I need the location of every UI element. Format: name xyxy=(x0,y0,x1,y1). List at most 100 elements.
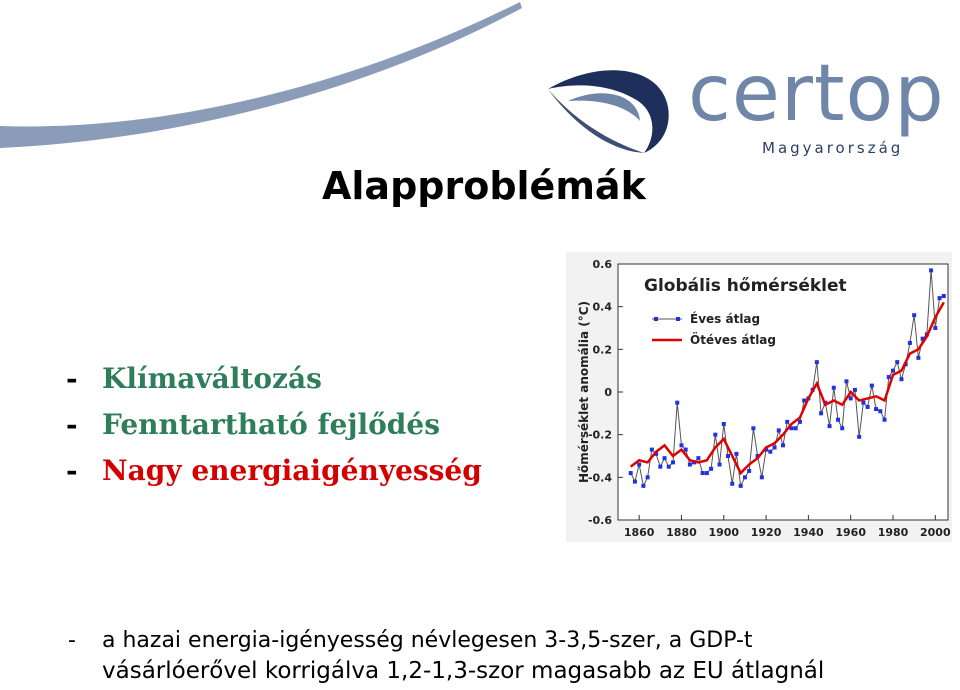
x-tick-label: 1960 xyxy=(835,526,866,539)
topic-item-1: - Klímaváltozás xyxy=(66,360,482,406)
plot-area xyxy=(617,263,949,521)
logo-swoosh-icon xyxy=(548,70,669,153)
data-point-annual xyxy=(802,398,807,403)
data-point-annual xyxy=(836,417,840,422)
data-point-annual xyxy=(709,466,714,471)
data-point-annual xyxy=(649,447,654,452)
y-tick-label: 0.6 xyxy=(593,258,613,271)
topic-label: Fenntartható fejlődés xyxy=(102,408,440,441)
data-point-annual xyxy=(789,426,794,431)
data-point-annual xyxy=(764,447,769,452)
data-point-annual xyxy=(785,419,790,424)
x-tick-label: 1900 xyxy=(708,526,739,539)
x-tick-label: 1940 xyxy=(793,526,824,539)
data-point-annual xyxy=(658,464,663,469)
data-point-annual xyxy=(814,360,819,365)
data-point-annual xyxy=(857,434,862,439)
data-point-annual xyxy=(734,451,739,456)
data-point-annual xyxy=(776,428,781,433)
data-point-annual xyxy=(941,294,946,298)
data-point-annual xyxy=(912,313,917,318)
bottom-statement: - a hazai energia-igényesség névlegesen 3… xyxy=(68,626,824,686)
data-point-annual xyxy=(933,326,938,330)
data-point-annual xyxy=(848,396,853,401)
data-point-annual xyxy=(827,424,832,429)
topic-item-2: - Fenntartható fejlődés xyxy=(66,406,482,452)
global-temperature-chart: 0.6 0.4 0.2 0 -0.2 -0.4 -0.6 1860 1880 1900 1920 19… xyxy=(566,252,952,542)
legend-label-fiveyear: Ötéves átlag xyxy=(690,332,776,347)
data-point-annual xyxy=(662,456,667,461)
data-point-annual xyxy=(937,296,942,301)
data-point-annual xyxy=(920,336,925,341)
legend-label-annual: Éves átlag xyxy=(690,311,760,326)
data-point-annual xyxy=(747,468,752,473)
data-point-annual xyxy=(700,471,705,476)
data-point-annual xyxy=(738,483,743,488)
data-point-annual xyxy=(641,483,646,488)
page-title: Alapproblémák xyxy=(322,164,646,208)
data-point-annual xyxy=(861,400,866,405)
logo-subtitle: Magyarország xyxy=(762,139,904,157)
data-point-annual xyxy=(797,419,802,424)
data-point-annual xyxy=(831,385,836,390)
data-point-annual xyxy=(721,422,726,426)
y-tick-label: -0.2 xyxy=(588,429,612,442)
data-point-annual xyxy=(645,475,650,480)
data-point-annual xyxy=(929,268,934,273)
data-point-annual xyxy=(772,445,777,450)
x-tick-label: 1920 xyxy=(751,526,782,539)
y-tick-label: -0.6 xyxy=(588,514,612,527)
data-point-annual xyxy=(895,360,900,365)
data-point-annual xyxy=(675,400,680,405)
data-point-annual xyxy=(654,451,659,456)
y-tick-label: -0.4 xyxy=(588,471,612,484)
data-point-annual xyxy=(679,443,684,448)
data-point-annual xyxy=(882,417,887,422)
statement-line-1: a hazai energia-igényesség névlegesen 3-… xyxy=(102,628,753,653)
data-point-annual xyxy=(844,379,849,384)
data-point-annual xyxy=(713,432,718,437)
data-point-annual xyxy=(671,460,675,465)
logo-wordmark: certop xyxy=(688,49,945,139)
data-point-annual xyxy=(865,404,870,409)
y-tick-label: 0.4 xyxy=(593,301,613,314)
x-tick-label: 1880 xyxy=(666,526,697,539)
data-point-annual xyxy=(768,449,773,454)
legend-marker-annual xyxy=(654,317,658,321)
legend-marker-annual xyxy=(676,317,680,321)
data-point-annual xyxy=(751,426,756,431)
data-point-annual xyxy=(683,447,688,452)
data-point-annual xyxy=(907,340,912,345)
data-point-annual xyxy=(869,383,874,388)
data-point-annual xyxy=(916,355,921,360)
data-point-annual xyxy=(742,475,747,480)
data-point-annual xyxy=(874,407,879,412)
data-point-annual xyxy=(852,387,857,392)
data-point-annual xyxy=(899,377,904,382)
data-point-annual xyxy=(637,462,642,467)
data-point-annual xyxy=(704,471,709,476)
y-axis-label: Hőmérséklet anomália (°C) xyxy=(577,301,591,483)
data-point-annual xyxy=(687,462,692,467)
data-point-annual xyxy=(628,471,633,476)
certop-logo: certop Magyarország xyxy=(540,49,960,165)
x-tick-label: 2000 xyxy=(920,526,951,539)
topic-label: Klímaváltozás xyxy=(102,362,322,395)
data-point-annual xyxy=(726,454,730,458)
bullet-dash: - xyxy=(66,408,78,441)
series-line-fiveyear xyxy=(629,301,945,476)
data-point-annual xyxy=(891,368,895,373)
data-point-annual xyxy=(717,462,722,467)
chart-title: Globális hőmérséklet xyxy=(644,276,847,296)
data-point-annual xyxy=(878,409,883,414)
data-point-annual xyxy=(840,426,845,431)
data-point-annual xyxy=(781,443,785,448)
data-point-annual xyxy=(730,481,735,486)
data-point-annual xyxy=(755,454,760,458)
y-tick-label: 0.2 xyxy=(593,343,613,356)
header-swoosh-graphic xyxy=(0,2,522,148)
topic-item-3: - Nagy energiaigényesség xyxy=(66,452,482,498)
x-tick-label: 1980 xyxy=(878,526,909,539)
data-point-annual xyxy=(819,411,824,416)
data-point-annual xyxy=(886,375,891,380)
